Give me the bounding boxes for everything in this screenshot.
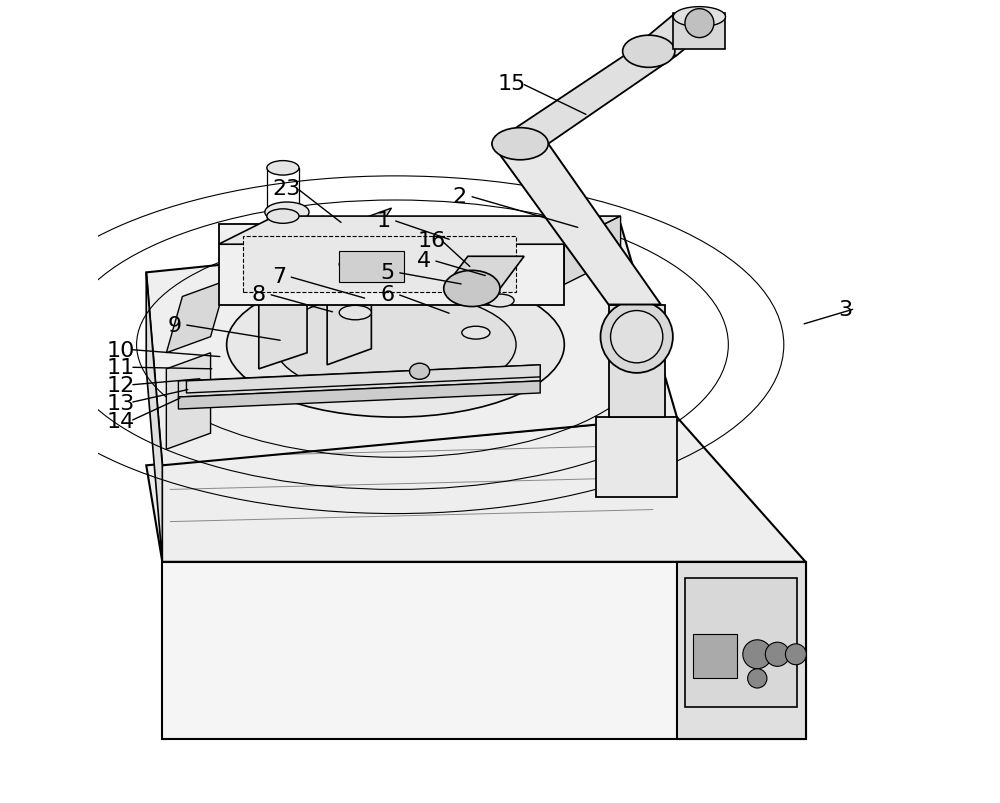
Polygon shape	[609, 305, 665, 418]
Text: 10: 10	[106, 340, 135, 360]
Text: 1: 1	[376, 211, 390, 230]
Polygon shape	[146, 273, 162, 562]
Polygon shape	[166, 281, 227, 353]
Ellipse shape	[339, 306, 371, 320]
Polygon shape	[146, 225, 677, 466]
Polygon shape	[146, 418, 806, 562]
Polygon shape	[327, 241, 371, 365]
Ellipse shape	[486, 295, 514, 308]
Polygon shape	[625, 16, 725, 56]
Text: 4: 4	[417, 251, 431, 271]
Polygon shape	[444, 257, 524, 289]
Text: 13: 13	[106, 393, 135, 413]
Text: 15: 15	[498, 75, 526, 94]
Polygon shape	[596, 418, 677, 498]
Polygon shape	[564, 217, 621, 285]
Ellipse shape	[410, 364, 430, 380]
Ellipse shape	[600, 301, 673, 373]
Ellipse shape	[611, 312, 663, 363]
Text: 7: 7	[272, 267, 286, 287]
Circle shape	[685, 10, 714, 39]
Text: 12: 12	[106, 376, 135, 395]
Ellipse shape	[275, 293, 516, 397]
Ellipse shape	[444, 271, 500, 307]
Ellipse shape	[265, 203, 309, 222]
Polygon shape	[327, 209, 391, 257]
Text: 11: 11	[106, 358, 135, 377]
Circle shape	[785, 644, 806, 665]
Ellipse shape	[339, 258, 371, 272]
Text: 16: 16	[418, 231, 446, 251]
Circle shape	[748, 669, 767, 688]
Polygon shape	[685, 578, 797, 707]
Polygon shape	[677, 562, 806, 739]
Text: 3: 3	[839, 300, 853, 319]
Polygon shape	[162, 562, 806, 739]
Ellipse shape	[267, 210, 299, 224]
Bar	[673, 14, 725, 50]
Text: 6: 6	[380, 285, 395, 304]
Bar	[693, 634, 737, 679]
Ellipse shape	[267, 161, 299, 176]
Ellipse shape	[462, 327, 490, 340]
Polygon shape	[186, 365, 540, 393]
Circle shape	[765, 642, 789, 666]
Polygon shape	[492, 56, 677, 145]
Polygon shape	[492, 145, 661, 305]
Polygon shape	[166, 353, 211, 450]
Text: 23: 23	[273, 179, 301, 198]
Ellipse shape	[623, 36, 675, 68]
Text: 5: 5	[380, 263, 395, 283]
Polygon shape	[219, 225, 564, 305]
Text: 9: 9	[167, 316, 181, 335]
Text: 2: 2	[453, 187, 467, 206]
Polygon shape	[259, 241, 307, 369]
Text: 14: 14	[106, 412, 135, 431]
Ellipse shape	[673, 7, 726, 27]
Text: 8: 8	[252, 285, 266, 304]
Circle shape	[743, 640, 772, 669]
Polygon shape	[243, 237, 516, 293]
Polygon shape	[178, 365, 540, 397]
Polygon shape	[259, 217, 323, 257]
Polygon shape	[178, 381, 540, 410]
Ellipse shape	[492, 128, 548, 161]
Bar	[339, 252, 404, 283]
Ellipse shape	[227, 273, 564, 418]
Polygon shape	[219, 217, 621, 245]
